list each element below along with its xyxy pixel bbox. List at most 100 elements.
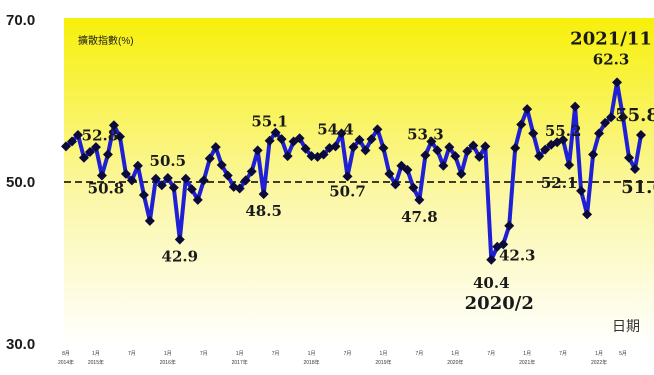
data-point-marker: [204, 153, 215, 164]
data-point-marker: [150, 173, 161, 184]
data-point-marker: [318, 149, 329, 160]
data-point-marker: [270, 127, 281, 138]
data-label: 2020/2: [465, 293, 534, 314]
data-point-marker: [480, 141, 491, 152]
data-point-marker: [132, 160, 143, 171]
data-point-marker: [576, 185, 587, 196]
x-tick-label: 1月: [595, 351, 603, 357]
x-tick-year-label: 2016年: [160, 359, 176, 366]
data-point-marker: [594, 128, 605, 139]
data-point-marker: [306, 151, 317, 162]
x-tick-year-label: 2014年: [58, 359, 74, 366]
data-point-marker: [186, 184, 197, 195]
data-point-marker: [444, 142, 455, 153]
data-label: 51.6: [621, 177, 654, 198]
data-point-marker: [426, 136, 437, 147]
data-point-marker: [384, 168, 395, 179]
data-point-marker: [540, 144, 551, 155]
data-point-marker: [570, 101, 581, 112]
x-tick-label: 7月: [344, 351, 352, 357]
data-point-marker: [78, 152, 89, 163]
x-tick-year-label: 2017年: [232, 359, 248, 366]
x-tick-label: 7月: [272, 351, 280, 357]
data-label: 54.4: [317, 120, 354, 138]
data-point-marker: [624, 152, 635, 163]
data-point-marker: [108, 120, 119, 131]
x-tick-year-label: 2020年: [447, 359, 463, 366]
data-point-marker: [366, 134, 377, 145]
data-point-marker: [360, 145, 371, 156]
x-tick-year-label: 2018年: [304, 359, 320, 366]
data-label: 53.3: [407, 125, 444, 143]
data-point-marker: [348, 142, 359, 153]
data-point-marker: [414, 194, 425, 205]
data-label: 47.8: [401, 208, 438, 226]
data-label: 50.5: [150, 152, 187, 170]
data-point-marker: [402, 164, 413, 175]
data-point-marker: [336, 128, 347, 139]
data-point-marker: [636, 130, 646, 141]
data-point-marker: [168, 182, 179, 193]
data-point-marker: [456, 168, 467, 179]
data-point-marker: [198, 175, 209, 186]
data-point-marker: [534, 151, 545, 162]
data-label: 40.4: [473, 274, 510, 292]
data-label: 55.1: [251, 113, 288, 131]
data-point-marker: [216, 159, 227, 170]
data-label: 55.2: [545, 122, 582, 140]
x-tick-label: 5月: [619, 351, 627, 357]
data-label: 42.3: [499, 246, 536, 264]
x-tick-label: 1月: [380, 351, 388, 357]
data-point-marker: [210, 142, 221, 153]
data-point-marker: [450, 151, 461, 162]
x-tick-year-label: 2021年: [519, 359, 535, 366]
data-point-marker: [432, 145, 443, 156]
x-tick-year-label: 2022年: [591, 359, 607, 366]
x-tick-label: 1月: [451, 351, 459, 357]
data-point-marker: [252, 145, 263, 156]
x-tick-label: 7月: [415, 351, 423, 357]
data-point-marker: [396, 160, 407, 171]
data-point-marker: [90, 142, 101, 153]
x-tick-label: 1月: [523, 351, 531, 357]
data-point-marker: [294, 133, 305, 144]
data-point-marker: [258, 189, 269, 200]
data-point-marker: [300, 143, 311, 154]
data-point-marker: [84, 147, 95, 158]
data-point-marker: [630, 164, 641, 175]
legend-title: 擴散指數(%): [78, 34, 134, 47]
data-point-marker: [498, 239, 509, 250]
data-point-marker: [138, 189, 149, 200]
data-point-marker: [61, 141, 71, 152]
x-tick-label: 8月: [62, 351, 70, 357]
data-point-marker: [510, 142, 521, 153]
data-point-marker: [192, 194, 203, 205]
data-point-marker: [102, 149, 113, 160]
data-point-marker: [354, 134, 365, 145]
data-label: 48.5: [245, 202, 282, 220]
data-point-marker: [96, 170, 107, 181]
data-point-marker: [588, 149, 599, 160]
x-tick-year-label: 2015年: [88, 359, 104, 366]
data-point-marker: [66, 136, 77, 147]
data-label: 52.8: [82, 126, 119, 144]
data-point-marker: [144, 215, 155, 226]
data-point-marker: [276, 134, 287, 145]
data-point-marker: [504, 220, 515, 231]
data-label: 55.8: [615, 105, 654, 126]
data-point-marker: [330, 141, 341, 152]
data-point-marker: [564, 159, 575, 170]
data-point-marker: [180, 173, 191, 184]
data-point-marker: [468, 140, 479, 151]
data-point-marker: [234, 183, 245, 194]
data-point-marker: [390, 179, 401, 190]
data-point-marker: [582, 209, 593, 220]
data-point-marker: [438, 160, 449, 171]
data-point-marker: [606, 112, 617, 123]
x-tick-label: 1月: [308, 351, 316, 357]
data-point-marker: [612, 77, 623, 88]
data-label: 52.1: [541, 174, 578, 192]
data-point-marker: [162, 172, 173, 183]
data-label: 62.3: [593, 50, 630, 68]
